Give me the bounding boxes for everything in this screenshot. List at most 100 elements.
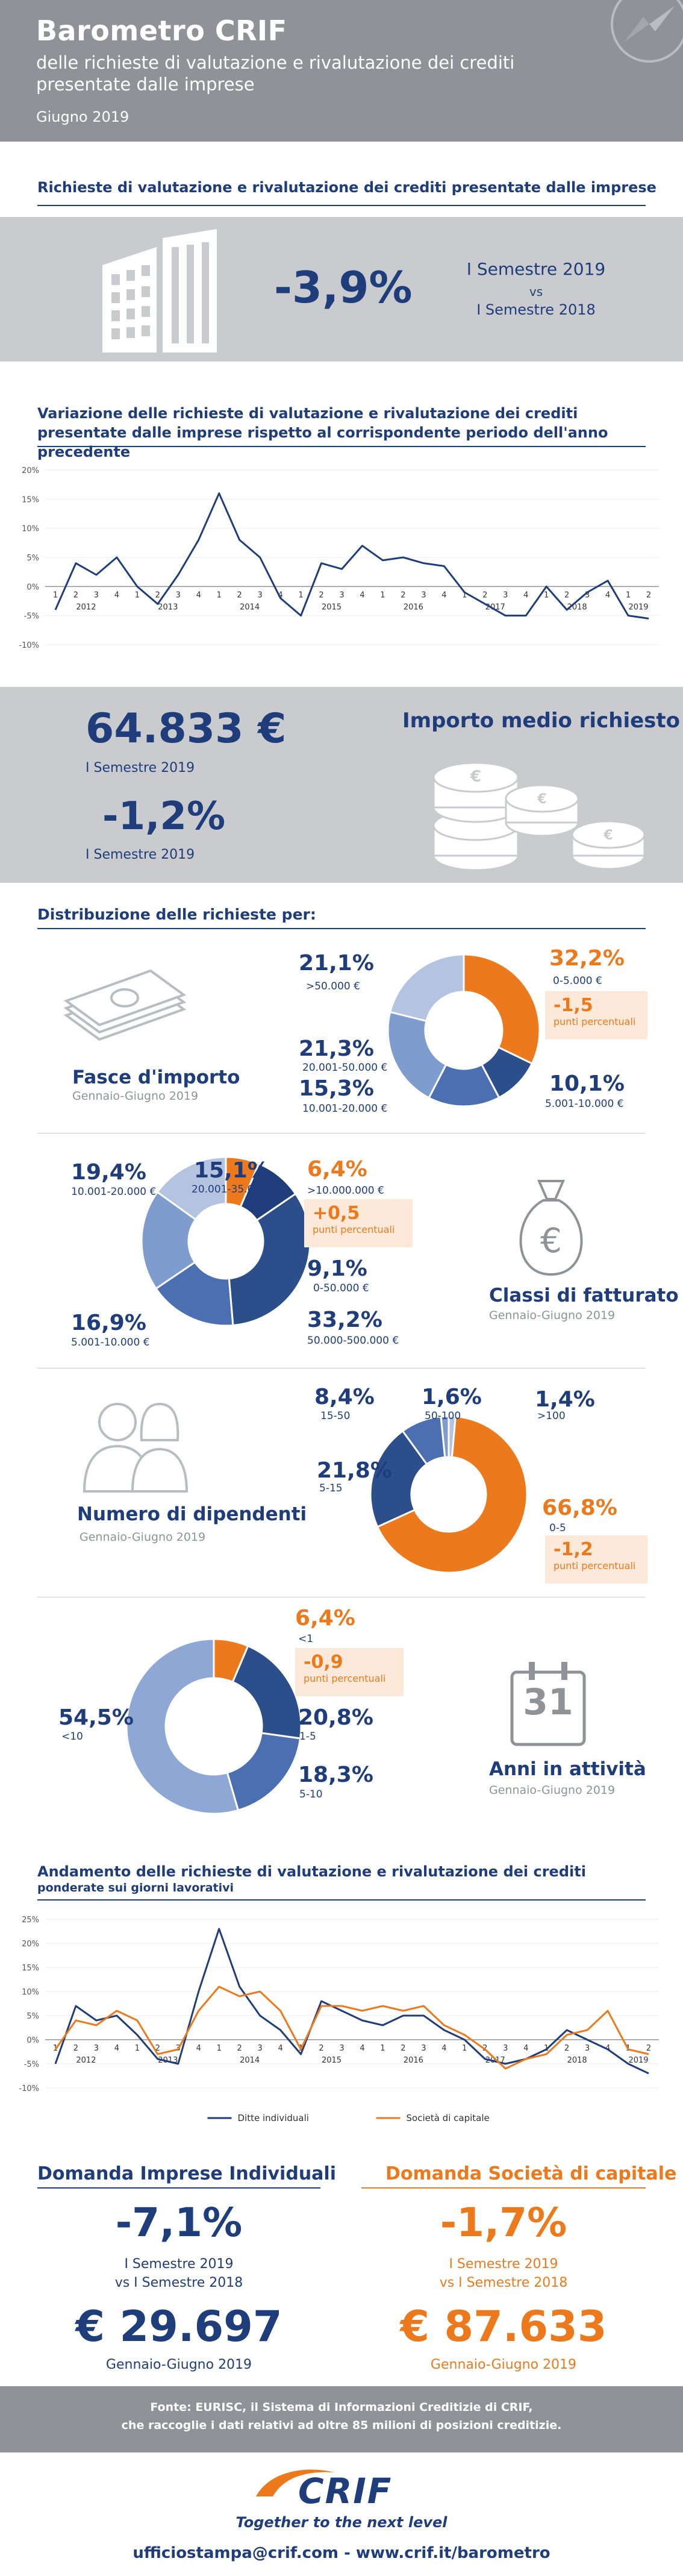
legend-label-0: Ditte individuali: [238, 2113, 309, 2123]
avg-change-period: I Semestre 2019: [86, 847, 195, 862]
fatt-pct-10001: 19,4%: [71, 1160, 146, 1185]
domanda-right-amount: € 87.633: [400, 2302, 607, 2351]
avg-change: -1,2%: [102, 794, 226, 839]
x-tick-label: 3: [421, 591, 426, 600]
year-label: 2017: [485, 603, 505, 612]
main-title: Barometro CRIF: [36, 14, 287, 47]
x-tick-label: 3: [503, 591, 508, 600]
fasce-pct-20001: 21,3%: [299, 1036, 374, 1061]
x-tick-label: 1: [380, 2044, 385, 2053]
x-tick-label: 3: [258, 591, 263, 600]
series-line-1: [54, 1985, 649, 2070]
x-tick-label: 3: [339, 2044, 344, 2053]
dip-lbl-0-5: 0-5: [549, 1522, 566, 1534]
contact-links[interactable]: ufficiostampa@crif.com - www.crif.it/bar…: [133, 2544, 550, 2562]
year-label: 2012: [76, 2056, 96, 2065]
x-tick-label: 1: [217, 2044, 222, 2053]
x-tick-label: 3: [258, 2044, 263, 2053]
domanda-right-value: -1,7%: [440, 2199, 567, 2246]
anni-pct-5-10: 18,3%: [298, 1763, 373, 1787]
x-tick-label: 3: [421, 2044, 426, 2053]
x-tick-label: 4: [360, 591, 364, 600]
anni-lbl-1-5: 1-5: [299, 1731, 316, 1743]
legend-label-1: Società di capitale: [407, 2113, 490, 2123]
dipendenti-delta-unit: punti percentuali: [554, 1560, 636, 1572]
year-label: 2019: [628, 603, 648, 612]
avg-amount-period: I Semestre 2019: [86, 760, 195, 776]
x-tick-label: 4: [523, 2044, 528, 2053]
x-tick-label: 2: [646, 591, 651, 600]
year-label: 2015: [322, 2056, 342, 2065]
crif-logo: [256, 2469, 334, 2496]
avg-amount: 64.833 €: [86, 705, 287, 753]
x-tick-label: 4: [441, 591, 446, 600]
crif-tagline: Together to the next level: [235, 2514, 448, 2531]
banknotes-icon: [63, 969, 187, 1041]
x-tick-label: 1: [462, 2044, 467, 2053]
y-tick-label: 5%: [27, 554, 39, 563]
dip-lbl-100: >100: [537, 1410, 566, 1422]
fasce-pct-50000: 21,1%: [299, 951, 374, 976]
y-tick-label: 10%: [22, 1988, 39, 1997]
footer-band: Fonte: EURISC, il Sistema di Informazion…: [0, 2386, 683, 2452]
x-tick-label: 3: [339, 591, 344, 600]
section1-period1: I Semestre 2019: [466, 259, 606, 279]
domanda-left-period2: vs I Semestre 2018: [114, 2275, 243, 2290]
calendar-number: 31: [523, 1681, 573, 1723]
x-tick-label: 1: [462, 591, 467, 600]
svg-text:€: €: [537, 792, 546, 807]
y-tick-label: 15%: [22, 1964, 39, 1973]
y-tick-label: 5%: [27, 2012, 39, 2021]
x-tick-label: 4: [605, 591, 610, 600]
dipendenti-delta-box: -1,2 punti percentuali: [545, 1535, 647, 1584]
anni-lbl-5-10: 5-10: [299, 1788, 323, 1800]
anni-pct-1: 6,4%: [295, 1606, 355, 1631]
fasce-sub: Gennaio-Giugno 2019: [72, 1089, 199, 1103]
fasce-lbl-0-5000: 0-5.000 €: [553, 975, 602, 987]
dip-pct-15-50: 8,4%: [314, 1385, 375, 1409]
y-tick-label: -10%: [19, 641, 39, 650]
domanda-left-period1: I Semestre 2019: [124, 2257, 234, 2272]
dip-pct-5-15: 21,8%: [317, 1458, 392, 1483]
buildings-icon: [102, 229, 217, 353]
dipendenti-delta: -1,2: [554, 1539, 593, 1560]
domanda-left-amount: € 29.697: [75, 2302, 282, 2351]
fatt-pct-10m: 6,4%: [307, 1157, 367, 1182]
donut-slice-2: [226, 1732, 302, 1812]
donut-slice-3: [154, 1261, 234, 1327]
domanda-right-title: Domanda Società di capitale: [385, 2163, 677, 2184]
year-label: 2018: [567, 2056, 587, 2065]
x-tick-label: 2: [237, 591, 242, 600]
subtitle-line2: presentate dalle imprese: [36, 74, 255, 95]
x-tick-label: 4: [114, 591, 119, 600]
dipendenti-title: Numero di dipendenti: [77, 1503, 307, 1525]
x-tick-label: 2: [646, 2044, 651, 2053]
anni-sub: Gennaio-Giugno 2019: [489, 1784, 616, 1797]
domanda-left-amount-period: Gennaio-Giugno 2019: [105, 2357, 252, 2372]
dipendenti-donut: [369, 1415, 528, 1574]
dip-pct-50-100: 1,6%: [422, 1385, 482, 1409]
x-tick-label: 4: [523, 591, 528, 600]
trend-title: Andamento delle richieste di valutazione…: [37, 1863, 586, 1880]
fatturato-delta-box: +0,5 punti percentuali: [304, 1199, 413, 1247]
year-label: 2016: [404, 2056, 423, 2065]
series-line-0: [54, 492, 649, 619]
x-tick-label: 2: [401, 2044, 405, 2053]
crif-logo-text: CRIF: [298, 2471, 393, 2512]
anni-title: Anni in attività: [489, 1758, 646, 1780]
fatt-lbl-20001: 20.001-35.000 €: [192, 1183, 277, 1196]
fasce-delta-box: -1,5 punti percentuali: [545, 991, 647, 1039]
anni-delta: -0,9: [304, 1652, 343, 1673]
x-tick-label: 1: [544, 591, 549, 600]
x-tick-label: 4: [278, 591, 282, 600]
fasce-pct-5001: 10,1%: [549, 1071, 625, 1096]
fatt-pct-0-50000: 9,1%: [307, 1256, 367, 1281]
domanda-left-title: Domanda Imprese Individuali: [37, 2163, 336, 2184]
x-tick-label: 1: [217, 591, 222, 600]
x-tick-label: 2: [482, 591, 487, 600]
domanda-right-rule: [361, 2187, 646, 2189]
domanda-right-amount-period: Gennaio-Giugno 2019: [430, 2357, 577, 2372]
fasce-lbl-10001: 10.001-20.000 €: [302, 1103, 388, 1115]
fasce-delta: -1,5: [554, 995, 593, 1016]
fatt-lbl-10001: 10.001-20.000 €: [71, 1186, 157, 1198]
